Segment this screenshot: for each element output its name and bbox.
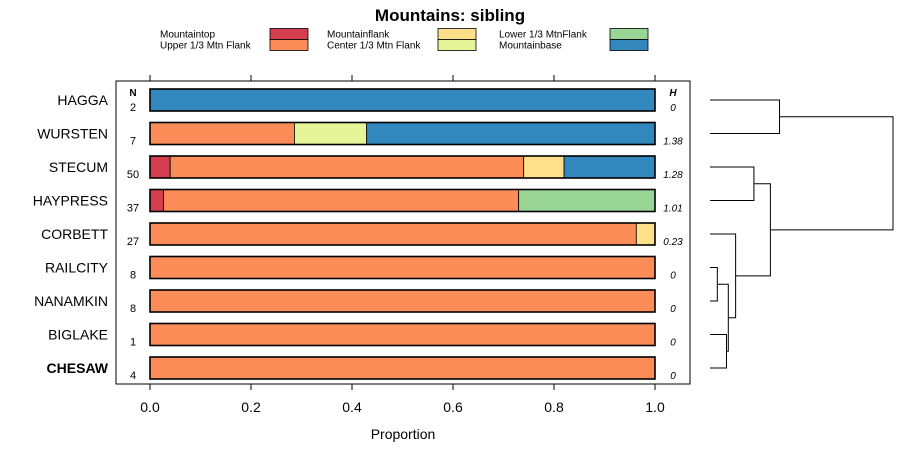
dendrogram-merge-3 xyxy=(710,233,737,319)
n-value-hagga: 2 xyxy=(130,102,136,114)
h-value-chesaw: 0 xyxy=(670,371,676,382)
dendrogram-merge-7 xyxy=(770,116,894,231)
bar-segment-wursten-mountainbase xyxy=(366,122,656,145)
row-label-wursten: WURSTEN xyxy=(37,126,108,142)
x-tick-label-5: 1.0 xyxy=(645,399,665,415)
x-tick-label-1: 0.2 xyxy=(241,399,261,415)
x-tick-label-0: 0.0 xyxy=(140,399,160,415)
h-value-corbett: 0.23 xyxy=(663,237,683,248)
h-column-header: H xyxy=(669,88,677,99)
row-label-corbett: CORBETT xyxy=(41,226,108,242)
row-label-chesaw: CHESAW xyxy=(47,360,109,376)
n-value-stecum: 50 xyxy=(127,169,139,181)
bar-segment-corbett-upper-1-3-mtn-flank xyxy=(149,222,637,246)
bar-segment-haypress-lower-1-3-mtnflank xyxy=(518,189,656,212)
h-value-biglake: 0 xyxy=(670,338,676,349)
dendrogram-merge-5 xyxy=(710,166,755,201)
bar-segment-stecum-mountainbase xyxy=(563,155,656,179)
legend-swatch-mountaintop xyxy=(269,28,309,40)
h-value-hagga: 0 xyxy=(670,103,676,114)
n-value-nanamkin: 8 xyxy=(130,303,136,315)
bar-segment-wursten-upper-1-3-mtn-flank xyxy=(149,122,295,145)
row-label-hagga: HAGGA xyxy=(57,92,108,108)
row-label-nanamkin: NANAMKIN xyxy=(34,293,108,309)
legend-label-mountainbase: Mountainbase xyxy=(499,41,562,52)
bar-outline-biglake xyxy=(149,322,656,347)
x-tick-label-2: 0.4 xyxy=(342,399,362,415)
h-value-wursten: 1.38 xyxy=(663,137,683,148)
row-label-biglake: BIGLAKE xyxy=(48,327,108,343)
bar-outline-nanamkin xyxy=(149,289,656,313)
bar-segment-chesaw-upper-1-3-mtn-flank xyxy=(149,356,656,380)
x-tick-label-3: 0.6 xyxy=(443,399,463,415)
bar-segment-haypress-mountaintop xyxy=(149,189,165,212)
n-value-biglake: 1 xyxy=(130,337,136,349)
bar-segment-hagga-mountainbase xyxy=(149,88,656,112)
bar-segment-railcity-upper-1-3-mtn-flank xyxy=(149,256,656,279)
x-axis: 0.0 0.2 0.4 0.6 0.8 1.0 xyxy=(140,75,665,415)
n-value-railcity: 8 xyxy=(130,270,136,282)
n-value-chesaw: 4 xyxy=(130,370,136,382)
bar-segment-corbett-mountainflank xyxy=(635,222,656,246)
h-value-railcity: 0 xyxy=(670,271,676,282)
bar-outline-wursten xyxy=(149,121,656,146)
bar-segment-nanamkin-upper-1-3-mtn-flank xyxy=(149,289,656,313)
bar-outline-hagga xyxy=(149,88,656,112)
dendrogram-merge-0 xyxy=(710,267,718,302)
dendrogram-merge-4 xyxy=(710,99,781,134)
legend-swatch-center-1-3-mtn-flank xyxy=(437,39,477,51)
dendrogram-merge-1 xyxy=(710,334,727,369)
legend-label-center-1-3-mtn-flank: Center 1/3 Mtn Flank xyxy=(327,41,421,52)
bar-rows: HAGGA 2 0 WURSTEN 7 1.38 STECUM 50 1.28 HAYPRESS 3… xyxy=(33,88,683,382)
n-value-wursten: 7 xyxy=(130,136,136,148)
chart-title: Mountains: sibling xyxy=(375,6,525,25)
row-label-railcity: RAILCITY xyxy=(45,260,109,276)
bar-segment-stecum-mountainflank xyxy=(523,155,565,179)
bar-outline-stecum xyxy=(149,155,656,179)
x-axis-title: Proportion xyxy=(371,426,436,442)
legend-label-mountainflank: Mountainflank xyxy=(327,30,390,41)
h-value-stecum: 1.28 xyxy=(663,170,683,181)
bar-outline-railcity xyxy=(149,255,656,280)
bar-segment-wursten-center-1-3-mtn-flank xyxy=(294,122,368,145)
legend-label-upper-1-3-mtn-flank: Upper 1/3 Mtn Flank xyxy=(160,41,252,52)
h-value-haypress: 1.01 xyxy=(663,204,682,215)
bar-segment-stecum-upper-1-3-mtn-flank xyxy=(169,155,525,179)
n-value-corbett: 27 xyxy=(127,236,139,248)
bar-segment-haypress-upper-1-3-mtn-flank xyxy=(163,189,520,212)
bar-segment-stecum-mountaintop xyxy=(149,155,171,179)
row-label-stecum: STECUM xyxy=(49,159,108,175)
dendrogram xyxy=(710,99,894,369)
row-label-haypress: HAYPRESS xyxy=(33,193,108,209)
legend-label-lower-1-3-mtnflank: Lower 1/3 MtnFlank xyxy=(499,30,588,41)
dendrogram-merge-6 xyxy=(735,183,771,277)
n-column-header: N xyxy=(129,88,136,99)
n-value-haypress: 37 xyxy=(127,203,139,215)
bar-outline-haypress xyxy=(149,188,656,213)
bar-outline-chesaw xyxy=(149,356,656,380)
bar-outline-corbett xyxy=(149,222,656,246)
h-value-nanamkin: 0 xyxy=(670,304,676,315)
legend-swatch-mountainflank xyxy=(437,28,477,40)
legend-swatch-lower-1-3-mtnflank xyxy=(609,28,649,40)
bar-segment-biglake-upper-1-3-mtn-flank xyxy=(149,323,656,346)
legend-label-mountaintop: Mountaintop xyxy=(160,30,215,41)
x-tick-label-4: 0.8 xyxy=(544,399,564,415)
legend-swatch-mountainbase xyxy=(609,39,649,51)
legend-swatch-upper-1-3-mtn-flank xyxy=(269,39,309,51)
plot-frame xyxy=(115,80,691,385)
